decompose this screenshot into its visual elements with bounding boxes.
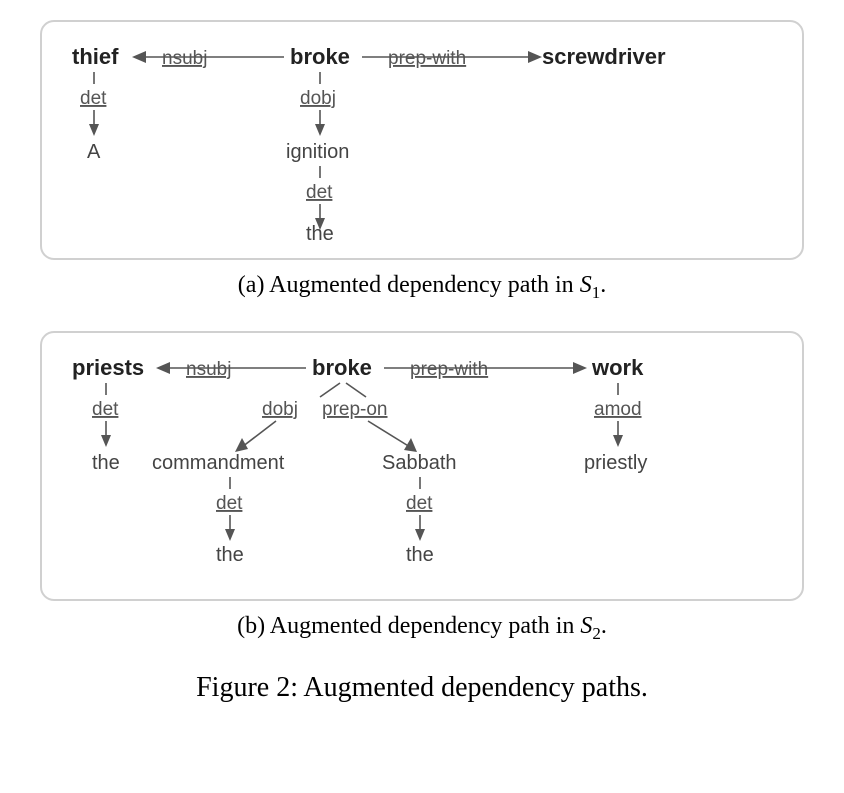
det-a-arrow-head xyxy=(89,124,99,136)
dobj-b-label: dobj xyxy=(262,399,298,420)
prepwith-label: prep-with xyxy=(388,48,466,69)
priests-word: priests xyxy=(72,355,144,380)
dobj-arrow-head xyxy=(315,124,325,136)
caption-a-suffix: . xyxy=(600,272,606,298)
nsubj-label: nsubj xyxy=(162,48,207,69)
broke-split-right xyxy=(346,383,366,397)
prepwith-b-head xyxy=(573,362,587,374)
broke-word-b: broke xyxy=(312,355,372,380)
amod-head xyxy=(613,435,623,447)
caption-b-prefix: (b) Augmented dependency path in xyxy=(237,613,580,639)
the-comm: the xyxy=(216,544,244,566)
caption-b-sub: 2 xyxy=(592,624,601,643)
det-a-label: det xyxy=(80,88,107,109)
det-b-left-label: det xyxy=(92,399,119,420)
caption-b-suffix: . xyxy=(601,613,607,639)
commandment-word: commandment xyxy=(152,452,285,474)
dobj-b-arrow xyxy=(242,421,276,447)
thief-word: thief xyxy=(72,44,119,69)
det-the-label: det xyxy=(306,182,333,203)
diagram-b-svg: priests broke work nsubj prep-with det t… xyxy=(62,351,782,581)
diagram-b-box: priests broke work nsubj prep-with det t… xyxy=(40,331,804,601)
det-sab-head xyxy=(415,529,425,541)
caption-a-prefix: (a) Augmented dependency path in xyxy=(238,272,580,298)
caption-b: (b) Augmented dependency path in S2. xyxy=(40,613,804,644)
nsubj-b-head xyxy=(156,362,170,374)
figure-caption: Figure 2: Augmented dependency paths. xyxy=(40,672,804,704)
caption-b-var: S xyxy=(580,613,592,639)
the-word-a: the xyxy=(306,223,334,240)
caption-a-var: S xyxy=(580,272,592,298)
det-comm-head xyxy=(225,529,235,541)
det-sab-label: det xyxy=(406,493,433,514)
sabbath-word: Sabbath xyxy=(382,452,457,474)
the-b-left: the xyxy=(92,452,120,474)
nsubj-arrow-head xyxy=(132,51,146,63)
the-sab: the xyxy=(406,544,434,566)
prepwith-b-label: prep-with xyxy=(410,359,488,380)
prepon-b-arrow xyxy=(368,421,410,447)
det-b-left-head xyxy=(101,435,111,447)
ignition-word: ignition xyxy=(286,141,349,163)
screwdriver-word: screwdriver xyxy=(542,44,666,69)
broke-split-left xyxy=(320,383,340,397)
caption-a-sub: 1 xyxy=(592,283,601,302)
dobj-label: dobj xyxy=(300,88,336,109)
diagram-a-svg: thief broke screwdriver nsubj prep-with … xyxy=(62,40,782,240)
caption-a: (a) Augmented dependency path in S1. xyxy=(40,272,804,303)
a-word: A xyxy=(87,141,101,163)
priestly-word: priestly xyxy=(584,452,647,474)
work-word: work xyxy=(591,355,644,380)
nsubj-b-label: nsubj xyxy=(186,359,231,380)
prepon-b-label: prep-on xyxy=(322,399,388,420)
amod-label: amod xyxy=(594,399,642,420)
diagram-a-box: thief broke screwdriver nsubj prep-with … xyxy=(40,20,804,260)
broke-word: broke xyxy=(290,44,350,69)
det-comm-label: det xyxy=(216,493,243,514)
dobj-b-head xyxy=(235,438,248,452)
prepwith-arrow-head xyxy=(528,51,542,63)
